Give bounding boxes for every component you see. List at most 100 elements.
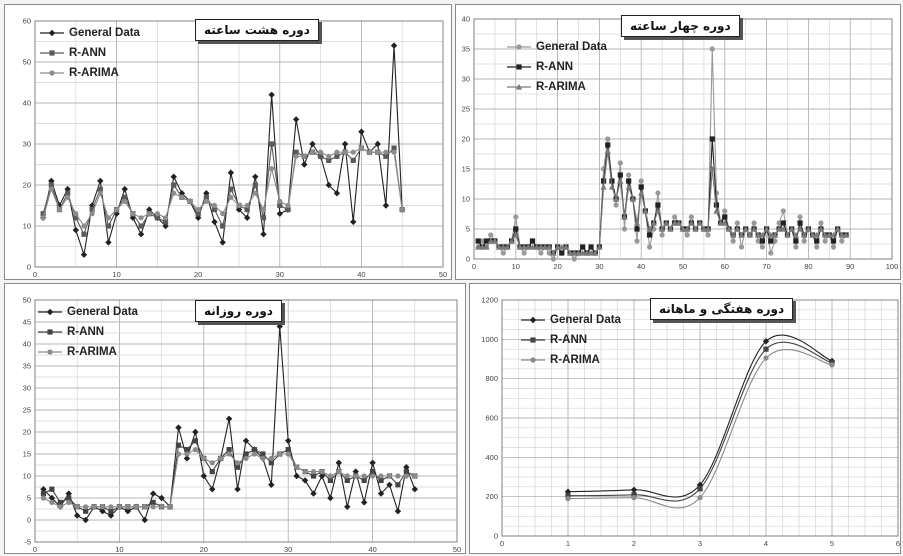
data-point bbox=[302, 469, 308, 475]
data-point bbox=[162, 215, 169, 221]
data-point bbox=[244, 202, 250, 209]
data-point bbox=[763, 355, 769, 361]
data-point bbox=[243, 455, 249, 461]
data-point bbox=[301, 161, 308, 168]
data-point bbox=[369, 459, 376, 466]
legend-entry: R-ANN bbox=[39, 43, 140, 63]
data-point bbox=[558, 243, 565, 250]
data-point bbox=[187, 198, 193, 204]
data-point bbox=[634, 226, 640, 232]
series-line bbox=[567, 348, 833, 509]
data-point bbox=[334, 153, 340, 159]
data-point bbox=[797, 220, 803, 226]
series-line bbox=[567, 334, 833, 498]
data-point bbox=[533, 243, 540, 250]
data-point bbox=[646, 232, 653, 238]
data-point bbox=[655, 202, 661, 208]
data-point bbox=[234, 486, 241, 493]
data-point bbox=[617, 160, 623, 166]
data-point bbox=[234, 464, 241, 470]
data-point bbox=[116, 504, 122, 510]
data-point bbox=[310, 473, 317, 479]
data-point bbox=[146, 211, 152, 217]
x-tick-label: 60 bbox=[721, 262, 729, 271]
data-point bbox=[74, 504, 80, 510]
legend-entry: General Data bbox=[39, 23, 140, 43]
x-tick-label: 0 bbox=[500, 539, 504, 548]
data-point bbox=[734, 225, 741, 232]
x-tick-label: 30 bbox=[284, 545, 292, 554]
data-point bbox=[285, 202, 291, 209]
data-point bbox=[211, 207, 218, 213]
data-point bbox=[293, 472, 300, 480]
data-point bbox=[293, 149, 299, 155]
data-point bbox=[269, 166, 275, 172]
data-point bbox=[587, 249, 595, 256]
data-point bbox=[834, 225, 841, 232]
data-point bbox=[717, 219, 724, 226]
data-point bbox=[209, 469, 215, 475]
legend-swatch-icon bbox=[507, 83, 531, 90]
chart-panel-daily: 0 10 20 30 40 50 -5 0 5 10 15 20 25 30 35 40 45 50 Genera… bbox=[4, 283, 466, 554]
data-point bbox=[203, 194, 209, 200]
data-point bbox=[600, 183, 607, 190]
data-point bbox=[175, 424, 182, 431]
data-point bbox=[763, 225, 770, 232]
y-tick-label: 25 bbox=[462, 105, 470, 114]
data-point bbox=[692, 225, 699, 232]
data-point bbox=[195, 211, 201, 217]
data-point bbox=[488, 232, 494, 238]
data-point bbox=[797, 214, 803, 220]
data-point bbox=[709, 165, 716, 172]
data-point bbox=[97, 177, 104, 185]
data-point bbox=[730, 238, 736, 244]
data-point bbox=[360, 499, 368, 506]
x-tick-label: 50 bbox=[453, 545, 461, 554]
data-point bbox=[487, 237, 494, 244]
data-point bbox=[130, 211, 136, 217]
legend-entry: R-ARIMA bbox=[39, 63, 140, 83]
data-point bbox=[350, 218, 357, 226]
data-point bbox=[521, 243, 528, 250]
data-point bbox=[663, 219, 670, 226]
data-point bbox=[631, 492, 637, 498]
data-point bbox=[768, 250, 774, 256]
data-point bbox=[541, 243, 549, 250]
y-tick-label: 1200 bbox=[481, 296, 498, 305]
data-point bbox=[780, 225, 787, 232]
data-point bbox=[646, 225, 653, 232]
legend-marker bbox=[530, 357, 536, 363]
data-point bbox=[780, 220, 786, 226]
x-tick-label: 10 bbox=[115, 545, 123, 554]
data-point bbox=[97, 190, 103, 196]
data-point bbox=[358, 145, 364, 151]
data-point bbox=[260, 455, 266, 461]
data-point bbox=[154, 211, 160, 217]
data-point bbox=[375, 149, 381, 155]
data-point bbox=[48, 182, 54, 188]
series-r-arima bbox=[565, 348, 835, 509]
data-point bbox=[162, 219, 169, 225]
data-point bbox=[114, 207, 120, 213]
data-point bbox=[203, 198, 209, 204]
data-point bbox=[403, 473, 409, 479]
data-point bbox=[805, 225, 812, 232]
data-point bbox=[40, 486, 47, 493]
data-point bbox=[301, 477, 309, 484]
data-point bbox=[483, 243, 490, 250]
data-point bbox=[559, 250, 565, 256]
data-point bbox=[513, 226, 519, 232]
x-tick-label: 40 bbox=[637, 262, 645, 271]
data-point bbox=[81, 231, 87, 237]
legend-marker bbox=[515, 83, 523, 90]
legend-entry: R-ARIMA bbox=[520, 350, 621, 370]
data-point bbox=[350, 149, 356, 155]
data-point bbox=[350, 157, 356, 163]
data-point bbox=[242, 437, 250, 444]
y-tick-label: 15 bbox=[23, 450, 31, 459]
data-point bbox=[341, 140, 349, 148]
data-point bbox=[575, 249, 582, 256]
data-point bbox=[672, 214, 678, 220]
data-point bbox=[171, 182, 177, 188]
data-point bbox=[209, 460, 215, 466]
